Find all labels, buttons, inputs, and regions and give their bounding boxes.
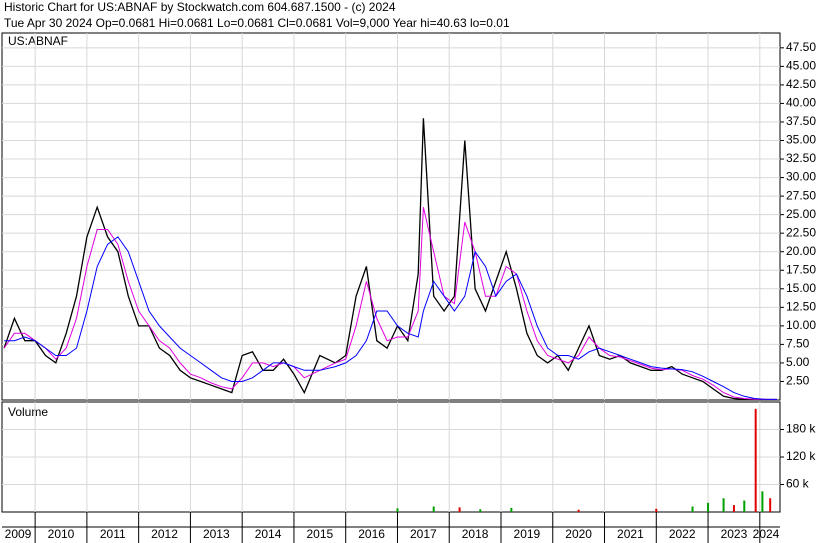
x-tick-label: 2015 [306,527,333,541]
y-tick-label: 25.00 [786,207,816,221]
x-tick-label: 2024 [753,527,780,541]
volume-bar [691,506,694,512]
symbol-label: US:ABNAF [8,34,68,48]
volume-title: Volume [8,405,48,419]
y-tick-label: 180 k [786,422,816,436]
price-line [4,236,777,400]
y-tick-label: 20.00 [786,244,816,258]
volume-bar [577,509,580,512]
x-tick-label: 2017 [410,527,437,541]
x-tick-label: 2022 [669,527,696,541]
volume-bar [732,505,735,512]
y-tick-label: 17.50 [786,262,816,276]
x-tick-label: 2010 [48,527,75,541]
volume-bar [761,491,764,512]
y-tick-label: 10.00 [786,318,816,332]
y-tick-label: 7.50 [786,337,810,351]
y-tick-label: 15.00 [786,281,816,295]
y-tick-label: 27.50 [786,188,816,202]
volume-bar [769,498,772,512]
volume-bar [432,506,435,512]
y-tick-label: 42.50 [786,77,816,91]
y-tick-label: 22.50 [786,225,816,239]
x-tick-label: 2019 [514,527,541,541]
y-tick-label: 12.50 [786,299,816,313]
volume-bar [458,507,461,512]
price-line [3,207,777,400]
y-tick-label: 32.50 [786,151,816,165]
x-tick-label: 2023 [721,527,748,541]
price-panel [1,32,781,401]
y-tick-label: 120 k [786,449,816,463]
x-tick-label: 2016 [358,527,385,541]
x-tick-label: 2020 [565,527,592,541]
x-tick-label: 2018 [462,527,489,541]
volume-bar [754,408,757,512]
volume-bar [743,500,746,512]
y-tick-label: 47.50 [786,40,816,54]
volume-bar [655,508,658,512]
x-tick-label: 2009 [5,527,32,541]
y-tick-label: 60 k [786,477,810,491]
volume-bar [707,502,710,512]
chart-title: Historic Chart for US:ABNAF by Stockwatc… [4,0,396,14]
x-tick-label: 2012 [151,527,178,541]
y-tick-label: 30.00 [786,170,816,184]
y-tick-label: 45.00 [786,59,816,73]
volume-bar [479,509,482,512]
y-tick-label: 2.50 [786,374,810,388]
x-tick-label: 2011 [100,527,126,541]
y-tick-label: 40.00 [786,96,816,110]
chart-subtitle: Tue Apr 30 2024 Op=0.0681 Hi=0.0681 Lo=0… [4,16,510,30]
volume-bar [722,498,725,512]
volume-bar [396,508,399,512]
x-tick-label: 2014 [255,527,282,541]
x-tick-label: 2013 [203,527,230,541]
volume-bar [510,507,513,512]
x-tick-label: 2021 [617,527,644,541]
y-tick-label: 37.50 [786,114,816,128]
y-tick-label: 5.00 [786,355,810,369]
y-tick-label: 35.00 [786,133,816,147]
